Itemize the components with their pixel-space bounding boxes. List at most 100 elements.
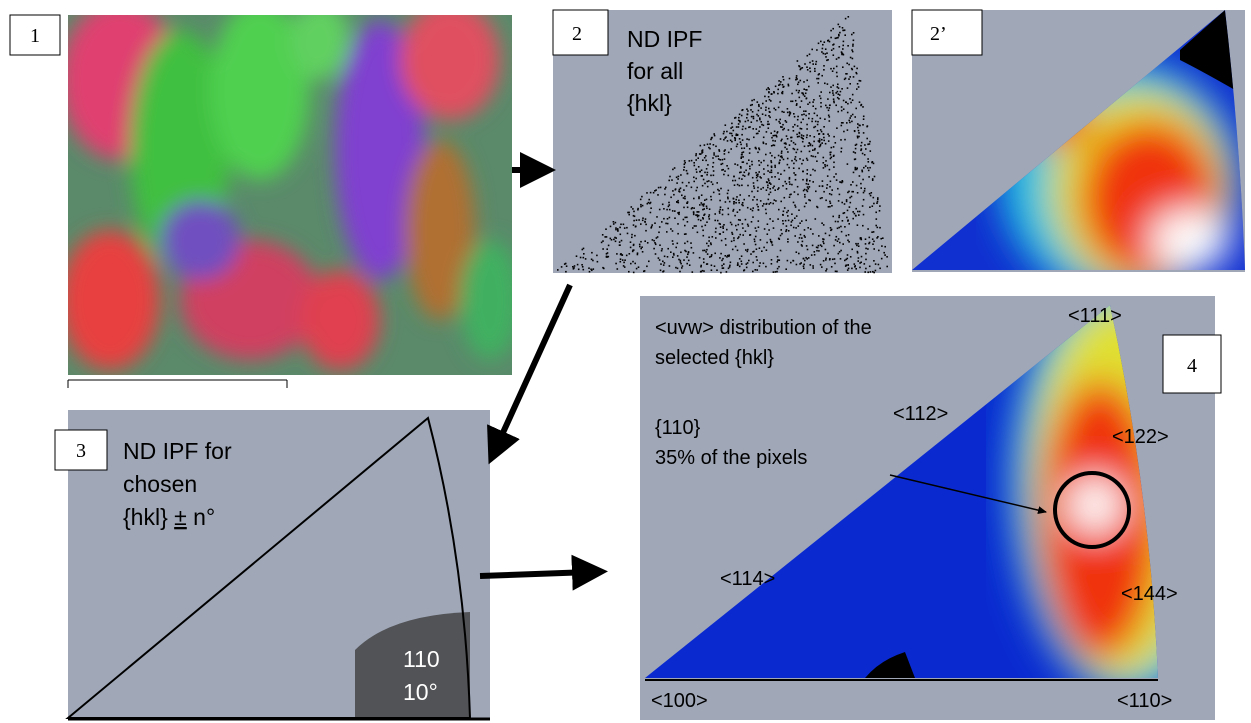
dot	[642, 251, 644, 253]
dot	[846, 201, 848, 203]
dot	[756, 133, 758, 135]
dot	[751, 116, 753, 118]
direction-label: <122>	[1112, 426, 1169, 448]
dot	[816, 61, 818, 63]
dot	[719, 257, 721, 259]
dot	[698, 166, 700, 168]
dot	[679, 191, 681, 193]
dot	[774, 157, 776, 159]
dot	[654, 242, 656, 244]
dot	[602, 240, 604, 242]
dot	[784, 207, 786, 209]
dot	[763, 125, 765, 127]
dot	[825, 200, 827, 202]
dot	[816, 250, 818, 252]
dot	[879, 205, 881, 207]
dot	[590, 269, 592, 271]
dot	[783, 79, 785, 81]
dot	[837, 37, 839, 39]
dot	[787, 138, 789, 140]
dot	[756, 114, 758, 116]
dot	[836, 72, 838, 74]
panel-title: ND IPF for	[123, 438, 232, 464]
dot	[627, 233, 629, 235]
dot	[719, 193, 721, 195]
dot	[657, 236, 659, 238]
dot	[838, 34, 840, 36]
dot	[750, 109, 752, 111]
dot	[758, 115, 760, 117]
dot	[757, 187, 759, 189]
dot	[624, 227, 626, 229]
dot	[758, 220, 760, 222]
dot	[827, 175, 829, 177]
dot	[677, 223, 679, 225]
dot	[752, 216, 754, 218]
dot	[681, 267, 683, 269]
dot	[806, 137, 808, 139]
dot	[702, 217, 704, 219]
dot	[839, 26, 841, 28]
dot	[734, 163, 736, 165]
dot	[745, 121, 747, 123]
dot	[854, 265, 856, 267]
dot	[720, 206, 722, 208]
dot	[659, 259, 661, 261]
dot	[739, 266, 741, 268]
dot	[751, 191, 753, 193]
dot	[743, 199, 745, 201]
dot	[695, 153, 697, 155]
dot	[829, 258, 831, 260]
dot	[750, 234, 752, 236]
dot	[740, 167, 742, 169]
dot	[768, 203, 770, 205]
dot	[806, 179, 808, 181]
dot	[815, 156, 817, 158]
dot	[605, 228, 607, 230]
dot	[867, 248, 869, 250]
dot	[844, 203, 846, 205]
dot	[756, 230, 758, 232]
dot	[823, 69, 825, 71]
dot	[701, 194, 703, 196]
dot	[850, 115, 852, 117]
dot	[877, 199, 879, 201]
dot	[727, 140, 729, 142]
dot	[754, 187, 756, 189]
dot	[863, 214, 865, 216]
dot	[780, 156, 782, 158]
dot	[748, 174, 750, 176]
dot	[719, 150, 721, 152]
dot	[653, 248, 655, 250]
dot	[577, 264, 579, 266]
dot	[725, 201, 727, 203]
dot	[738, 202, 740, 204]
dot	[854, 213, 856, 215]
dot	[782, 214, 784, 216]
dot	[684, 196, 686, 198]
dot	[809, 54, 811, 56]
dot	[735, 180, 737, 182]
dot	[819, 146, 821, 148]
panel-title: selected {hkl}	[655, 347, 774, 369]
dot	[741, 178, 743, 180]
dot	[822, 48, 824, 50]
dot	[767, 187, 769, 189]
dot	[763, 203, 765, 205]
dot	[835, 38, 837, 40]
dot	[620, 224, 622, 226]
dot	[733, 201, 735, 203]
dot	[830, 86, 832, 88]
dot	[659, 226, 661, 228]
dot	[759, 265, 761, 267]
dot	[725, 244, 727, 246]
dot	[727, 208, 729, 210]
dot	[703, 258, 705, 260]
dot	[802, 141, 804, 143]
dot	[706, 243, 708, 245]
dot	[698, 211, 700, 213]
dot	[694, 225, 696, 227]
dot	[688, 182, 690, 184]
dot	[669, 217, 671, 219]
dot	[824, 118, 826, 120]
